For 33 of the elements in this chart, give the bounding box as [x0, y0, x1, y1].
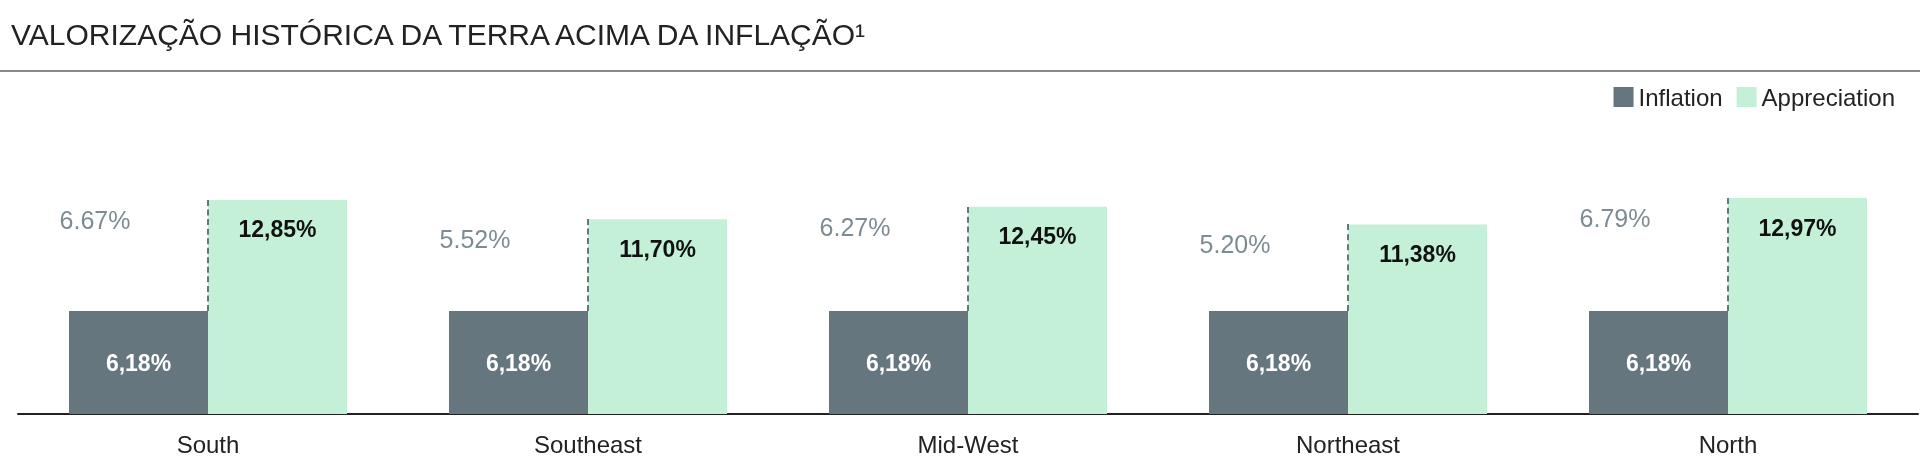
- legend-label: Appreciation: [1761, 83, 1895, 111]
- x-tick-label: Southeast: [533, 430, 643, 458]
- annotation: 6.67%: [59, 206, 131, 234]
- chart-title: VALORIZAÇÃO HISTÓRICA DA TERRA ACIMA DA INFLAÇÃO¹: [11, 17, 866, 51]
- x-tick-label: South: [176, 430, 240, 458]
- data-label: 6,18%: [105, 349, 172, 376]
- x-tick-label: North: [1698, 430, 1758, 458]
- bar: [829, 311, 968, 414]
- bar: [449, 311, 588, 414]
- data-label: 12,45%: [998, 223, 1077, 250]
- legend-label: Inflation: [1638, 83, 1723, 111]
- bar: [1589, 311, 1728, 414]
- bar: [1209, 311, 1348, 414]
- annotation: 5.20%: [1199, 230, 1271, 259]
- data-label: 6,18%: [485, 349, 552, 376]
- x-tick-label: Mid-West: [917, 430, 1019, 458]
- bar: [1348, 224, 1487, 414]
- data-label: 11,70%: [619, 235, 696, 262]
- bar: [1728, 198, 1867, 414]
- data-label: 12,97%: [1758, 214, 1837, 241]
- annotation: 5.52%: [439, 225, 511, 254]
- annotation: 6.79%: [1579, 204, 1651, 232]
- data-label: 12,85%: [238, 216, 317, 243]
- bar: [968, 206, 1107, 414]
- bar: [208, 200, 347, 414]
- annotation: 6.27%: [819, 212, 891, 241]
- data-label: 6,18%: [865, 349, 932, 376]
- data-label: 6,18%: [1625, 349, 1692, 376]
- data-label: 11,38%: [1379, 240, 1456, 267]
- bar: [588, 219, 727, 414]
- bar: [69, 311, 208, 414]
- data-label: 6,18%: [1245, 349, 1312, 376]
- x-tick-label: Northeast: [1295, 430, 1401, 458]
